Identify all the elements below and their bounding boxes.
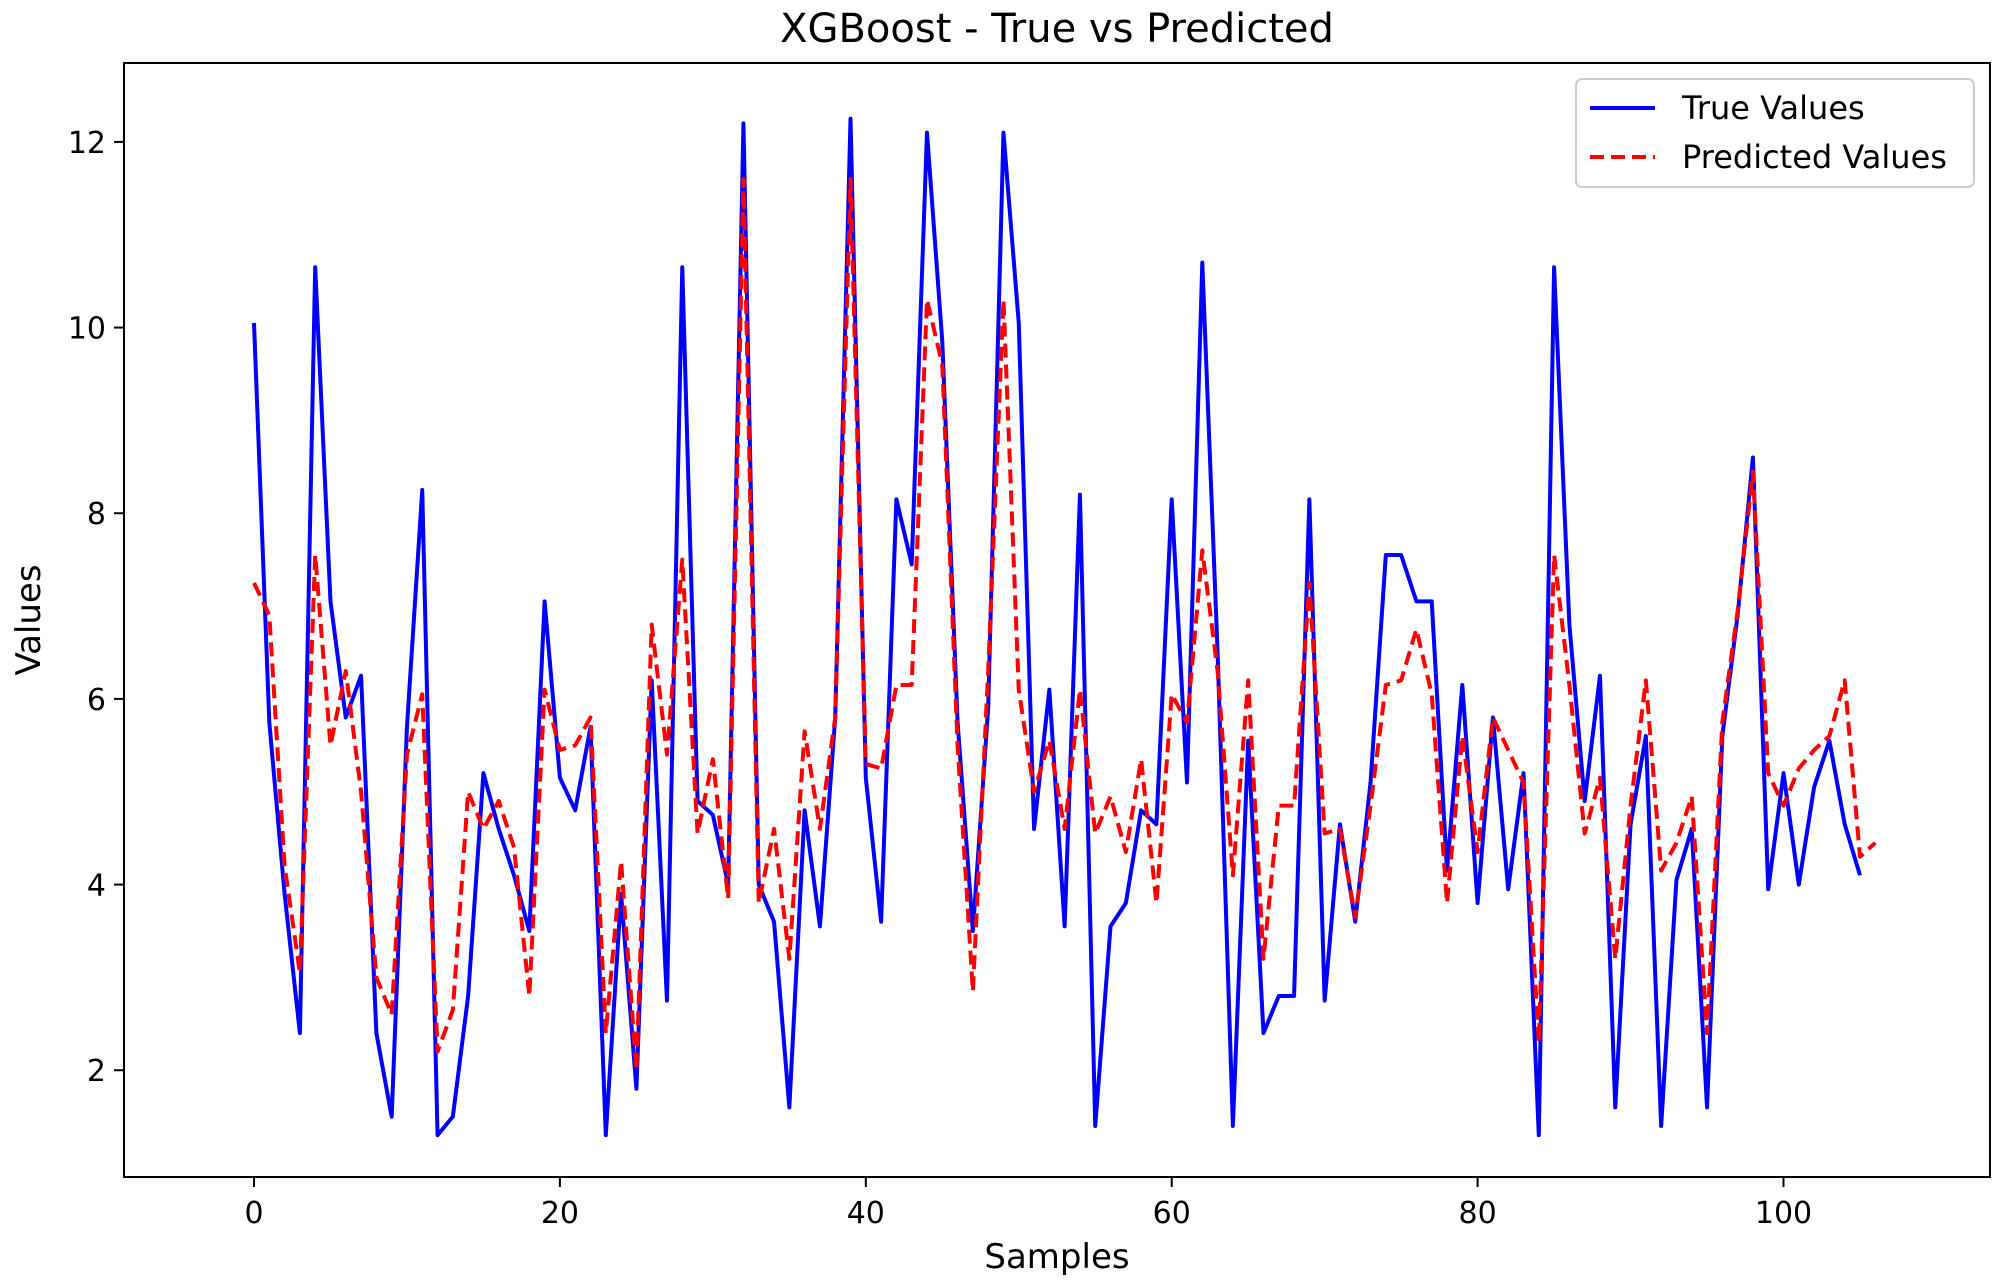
chart-title: XGBoost - True vs Predicted	[780, 6, 1334, 52]
x-tick-label: 20	[541, 1196, 579, 1231]
y-tick-label: 4	[87, 869, 106, 904]
x-axis-ticks: 0 20 40 60 80 100	[244, 1177, 1812, 1231]
x-tick-label: 60	[1153, 1196, 1191, 1231]
y-tick-label: 10	[68, 312, 106, 347]
legend-label-true-values: True Values	[1681, 89, 1865, 127]
series-layer	[252, 116, 1877, 1138]
x-tick-label: 0	[244, 1196, 263, 1231]
series-line-predicted-values	[252, 177, 1877, 1073]
y-axis-ticks: 2 4 6 8 10 12	[68, 126, 124, 1089]
x-tick-label: 40	[847, 1196, 885, 1231]
legend-label-predicted-values: Predicted Values	[1682, 138, 1947, 176]
y-tick-label: 6	[87, 683, 106, 718]
plot-frame	[123, 62, 1991, 1178]
y-tick-label: 12	[68, 126, 106, 161]
legend-box	[1575, 78, 1975, 188]
y-tick-label: 2	[87, 1054, 106, 1089]
y-tick-label: 8	[87, 497, 106, 532]
x-axis-label: Samples	[984, 1237, 1129, 1277]
legend: True Values Predicted Values	[1575, 78, 1975, 188]
x-tick-label: 100	[1755, 1196, 1812, 1231]
x-tick-label: 80	[1459, 1196, 1497, 1231]
y-axis-label: Values	[9, 564, 49, 675]
